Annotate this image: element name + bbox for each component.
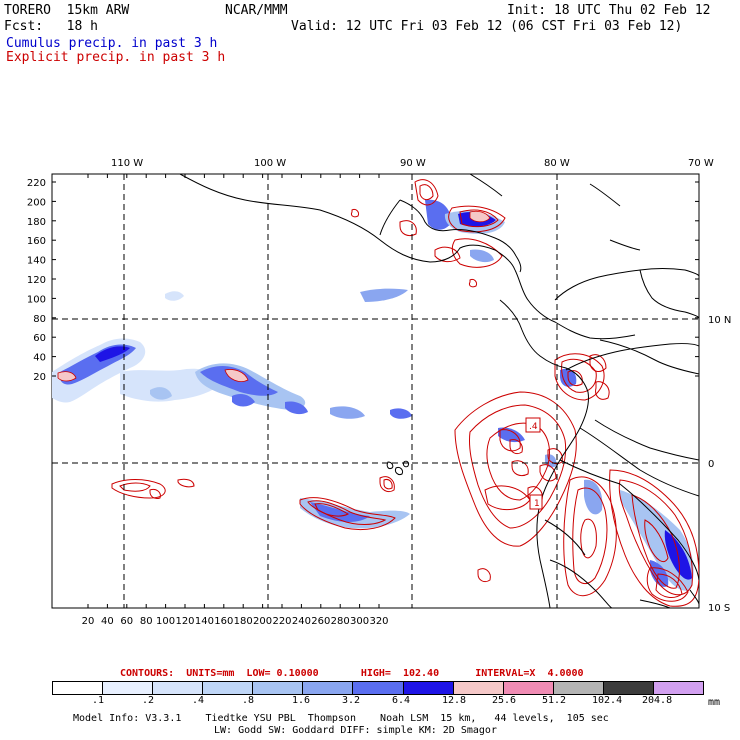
field-explicit-label: Explicit precip. in past 3 h <box>6 50 226 65</box>
color-legend-swatch <box>503 682 554 694</box>
color-legend-level: 204.8 <box>642 695 673 706</box>
x-tick-label: 260 <box>311 616 330 627</box>
color-legend-level: 102.4 <box>592 695 623 706</box>
x-tick-label: 100 <box>156 616 175 627</box>
color-legend-labels: .1 .2 .4 .8 1.6 3.2 6.4 12.8 25.6 51.2 102.4 204.8 <box>52 695 702 707</box>
x-tick-label: 80 <box>140 616 153 627</box>
y-tick-label: 20 <box>33 372 46 383</box>
color-legend-level: 1.6 <box>292 695 311 706</box>
y-tick-label: 180 <box>27 217 46 228</box>
lat-label-0: 0 <box>708 459 714 470</box>
x-tick-label: 300 <box>350 616 369 627</box>
y-tick-label: 220 <box>27 178 46 189</box>
contours-info: CONTOURS: UNITS=mm LOW= 0.10000 HIGH= 10… <box>120 668 584 679</box>
color-legend-swatch <box>653 682 704 694</box>
color-legend-level: .8 <box>242 695 255 706</box>
org-name: NCAR/MMM <box>225 3 288 18</box>
lon-label-110w: 110 W <box>111 158 143 169</box>
color-legend-level: .1 <box>92 695 105 706</box>
valid-time: Valid: 12 UTC Fri 03 Feb 12 (06 CST Fri … <box>291 19 683 34</box>
forecast-hour: Fcst: 18 h <box>4 19 98 34</box>
contour-label-boxes <box>525 417 543 510</box>
y-tick-label: 200 <box>27 197 46 208</box>
color-legend-bar <box>52 681 704 695</box>
x-tick-label: 200 <box>253 616 272 627</box>
x-tick-label: 60 <box>120 616 133 627</box>
color-legend-swatch <box>553 682 604 694</box>
x-tick-label: 140 <box>195 616 214 627</box>
lon-label-100w: 100 W <box>254 158 286 169</box>
color-legend-swatch <box>303 682 354 694</box>
cumulus-precip-areas <box>52 199 694 591</box>
y-axis-ticks: 220 200 180 160 140 120 100 80 60 40 20 <box>27 178 699 383</box>
lat-label-10n: 10 N <box>708 315 731 326</box>
color-legend-swatch <box>203 682 254 694</box>
x-tick-label: 240 <box>292 616 311 627</box>
color-legend-level: 12.8 <box>442 695 467 706</box>
contour-label-0: .4 <box>529 422 538 432</box>
x-tick-label: 160 <box>214 616 233 627</box>
lon-label-70w: 70 W <box>688 158 714 169</box>
x-tick-label: 40 <box>101 616 114 627</box>
color-legend-swatch <box>453 682 504 694</box>
x-tick-label: 280 <box>331 616 350 627</box>
model-info-line1: Model Info: V3.3.1 Tiedtke YSU PBL Thomp… <box>73 713 609 724</box>
x-tick-label: 320 <box>369 616 388 627</box>
color-legend-level: 25.6 <box>492 695 517 706</box>
color-legend-swatch <box>253 682 304 694</box>
color-legend-swatch <box>403 682 454 694</box>
y-tick-label: 60 <box>33 333 46 344</box>
color-legend-level: .4 <box>192 695 205 706</box>
field-cumulus-label: Cumulus precip. in past 3 h <box>6 36 218 51</box>
x-tick-label: 20 <box>82 616 95 627</box>
init-time: Init: 18 UTC Thu 02 Feb 12 <box>507 3 711 18</box>
color-legend-level: 6.4 <box>392 695 411 706</box>
y-tick-label: 100 <box>27 294 46 305</box>
y-tick-label: 160 <box>27 236 46 247</box>
legend-units: mm <box>708 697 721 708</box>
color-legend-level: .2 <box>142 695 155 706</box>
color-legend-level: 3.2 <box>342 695 361 706</box>
latlon-grid <box>52 174 699 608</box>
explicit-precip-contours <box>111 179 699 607</box>
color-legend-swatch <box>353 682 404 694</box>
y-tick-label: 40 <box>33 353 46 364</box>
color-legend-swatch <box>603 682 654 694</box>
lon-label-90w: 90 W <box>400 158 426 169</box>
color-legend-swatch <box>103 682 154 694</box>
x-tick-label: 180 <box>234 616 253 627</box>
y-tick-label: 80 <box>33 314 46 325</box>
y-tick-label: 140 <box>27 256 46 267</box>
model-name: TORERO 15km ARW <box>4 3 130 18</box>
coastlines <box>179 174 699 608</box>
color-legend-swatch <box>153 682 204 694</box>
model-info-line2: LW: Godd SW: Goddard DIFF: simple KM: 2D… <box>214 725 497 736</box>
color-legend-swatch <box>53 682 104 694</box>
x-tick-label: 120 <box>175 616 194 627</box>
color-legend-level: 51.2 <box>542 695 567 706</box>
x-tick-label: 220 <box>272 616 291 627</box>
lon-label-80w: 80 W <box>544 158 570 169</box>
x-axis-ticks: 20 40 60 80 100 120 140 160 180 200 220 240 260 280 30… <box>82 174 389 627</box>
y-tick-label: 120 <box>27 275 46 286</box>
lat-label-10s: 10 S <box>708 603 730 614</box>
contour-label-1: 1 <box>534 499 540 509</box>
